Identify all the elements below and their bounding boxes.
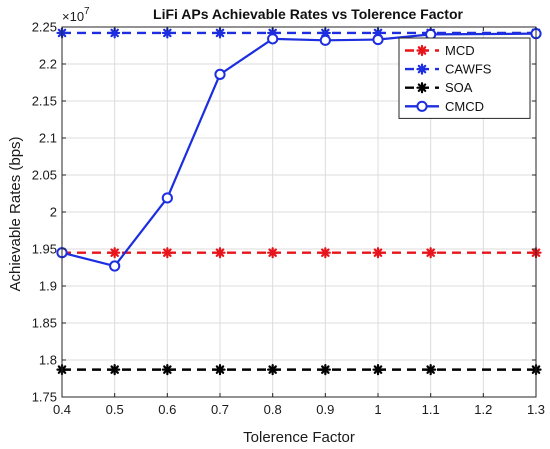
legend-marker-cmcd: [416, 100, 428, 112]
series-cmcd: [56, 28, 542, 272]
data-point-soa: [319, 364, 331, 376]
y-tick-label: 2.05: [32, 168, 57, 183]
data-point-soa: [161, 364, 173, 376]
y-tick-label: 1.8: [39, 353, 57, 368]
data-point-cmcd: [161, 192, 173, 204]
data-point-mcd: [109, 247, 121, 259]
data-point-soa: [214, 364, 226, 376]
x-tick-label: 0.4: [53, 402, 71, 417]
data-point-cmcd: [267, 33, 279, 45]
y-tick-label: 2.2: [39, 57, 57, 72]
y-tick-label: 1.9: [39, 279, 57, 294]
y-tick-label: 2.15: [32, 94, 57, 109]
data-point-soa: [267, 364, 279, 376]
x-tick-label: 0.8: [264, 402, 282, 417]
legend-item-cawfs: CAWFS: [405, 62, 492, 77]
data-point-cmcd: [214, 68, 226, 80]
y-tick-label: 2: [50, 205, 57, 220]
y-axis-label: Achievable Rates (bps): [7, 136, 24, 291]
series-soa: [56, 364, 542, 376]
x-tick-label: 1.2: [474, 402, 492, 417]
y-axis-exponent: ×10 7: [62, 6, 90, 24]
legend-label-mcd: MCD: [445, 43, 475, 58]
data-point-mcd: [161, 247, 173, 259]
data-point-soa: [425, 364, 437, 376]
data-point-mcd: [372, 247, 384, 259]
legend-label-cmcd: CMCD: [445, 99, 484, 114]
data-point-cmcd: [319, 34, 331, 46]
data-point-cmcd: [109, 260, 121, 272]
x-axis-label: Tolerence Factor: [243, 429, 355, 446]
x-tick-label: 1.1: [422, 402, 440, 417]
legend-item-mcd: MCD: [405, 43, 475, 58]
y-tick-label: 1.95: [32, 242, 57, 257]
data-point-mcd: [267, 247, 279, 259]
data-point-soa: [372, 364, 384, 376]
exponent-power: 7: [84, 6, 90, 17]
y-tick-label: 2.1: [39, 131, 57, 146]
exponent-base: ×10: [62, 9, 84, 24]
series-mcd: [56, 247, 542, 259]
legend-label-soa: SOA: [445, 80, 473, 95]
x-tick-label: 1.3: [527, 402, 545, 417]
data-point-soa: [109, 364, 121, 376]
y-tick-label: 1.85: [32, 316, 57, 331]
data-point-cmcd: [372, 33, 384, 46]
legend-label-cawfs: CAWFS: [445, 62, 492, 77]
chart-title: LiFi APs Achievable Rates vs Tolerence F…: [153, 6, 463, 22]
x-tick-label: 0.7: [211, 402, 229, 417]
x-tick-label: 0.9: [316, 402, 334, 417]
legend-marker-cawfs: [416, 63, 428, 75]
y-tick-label: 1.75: [32, 390, 57, 405]
legend-item-cmcd: CMCD: [405, 99, 484, 114]
x-tick-label: 0.5: [106, 402, 124, 417]
tick-layer: 0.4 0.5 0.6 0.7 0.8 0.9 1 1.1 1.2 1.3 1.75 1.8 1.85 1…: [32, 20, 545, 418]
legend-item-soa: SOA: [405, 80, 473, 95]
data-point-mcd: [214, 247, 226, 259]
data-point-mcd: [425, 247, 437, 259]
legend: MCD CAWFS SOA CMCD: [398, 37, 531, 119]
x-tick-label: 0.6: [158, 402, 176, 417]
legend-marker-mcd: [416, 44, 428, 57]
legend-marker-soa: [416, 82, 428, 94]
data-point-mcd: [319, 247, 331, 259]
x-tick-label: 1: [374, 402, 381, 417]
y-tick-label: 2.25: [32, 20, 57, 35]
